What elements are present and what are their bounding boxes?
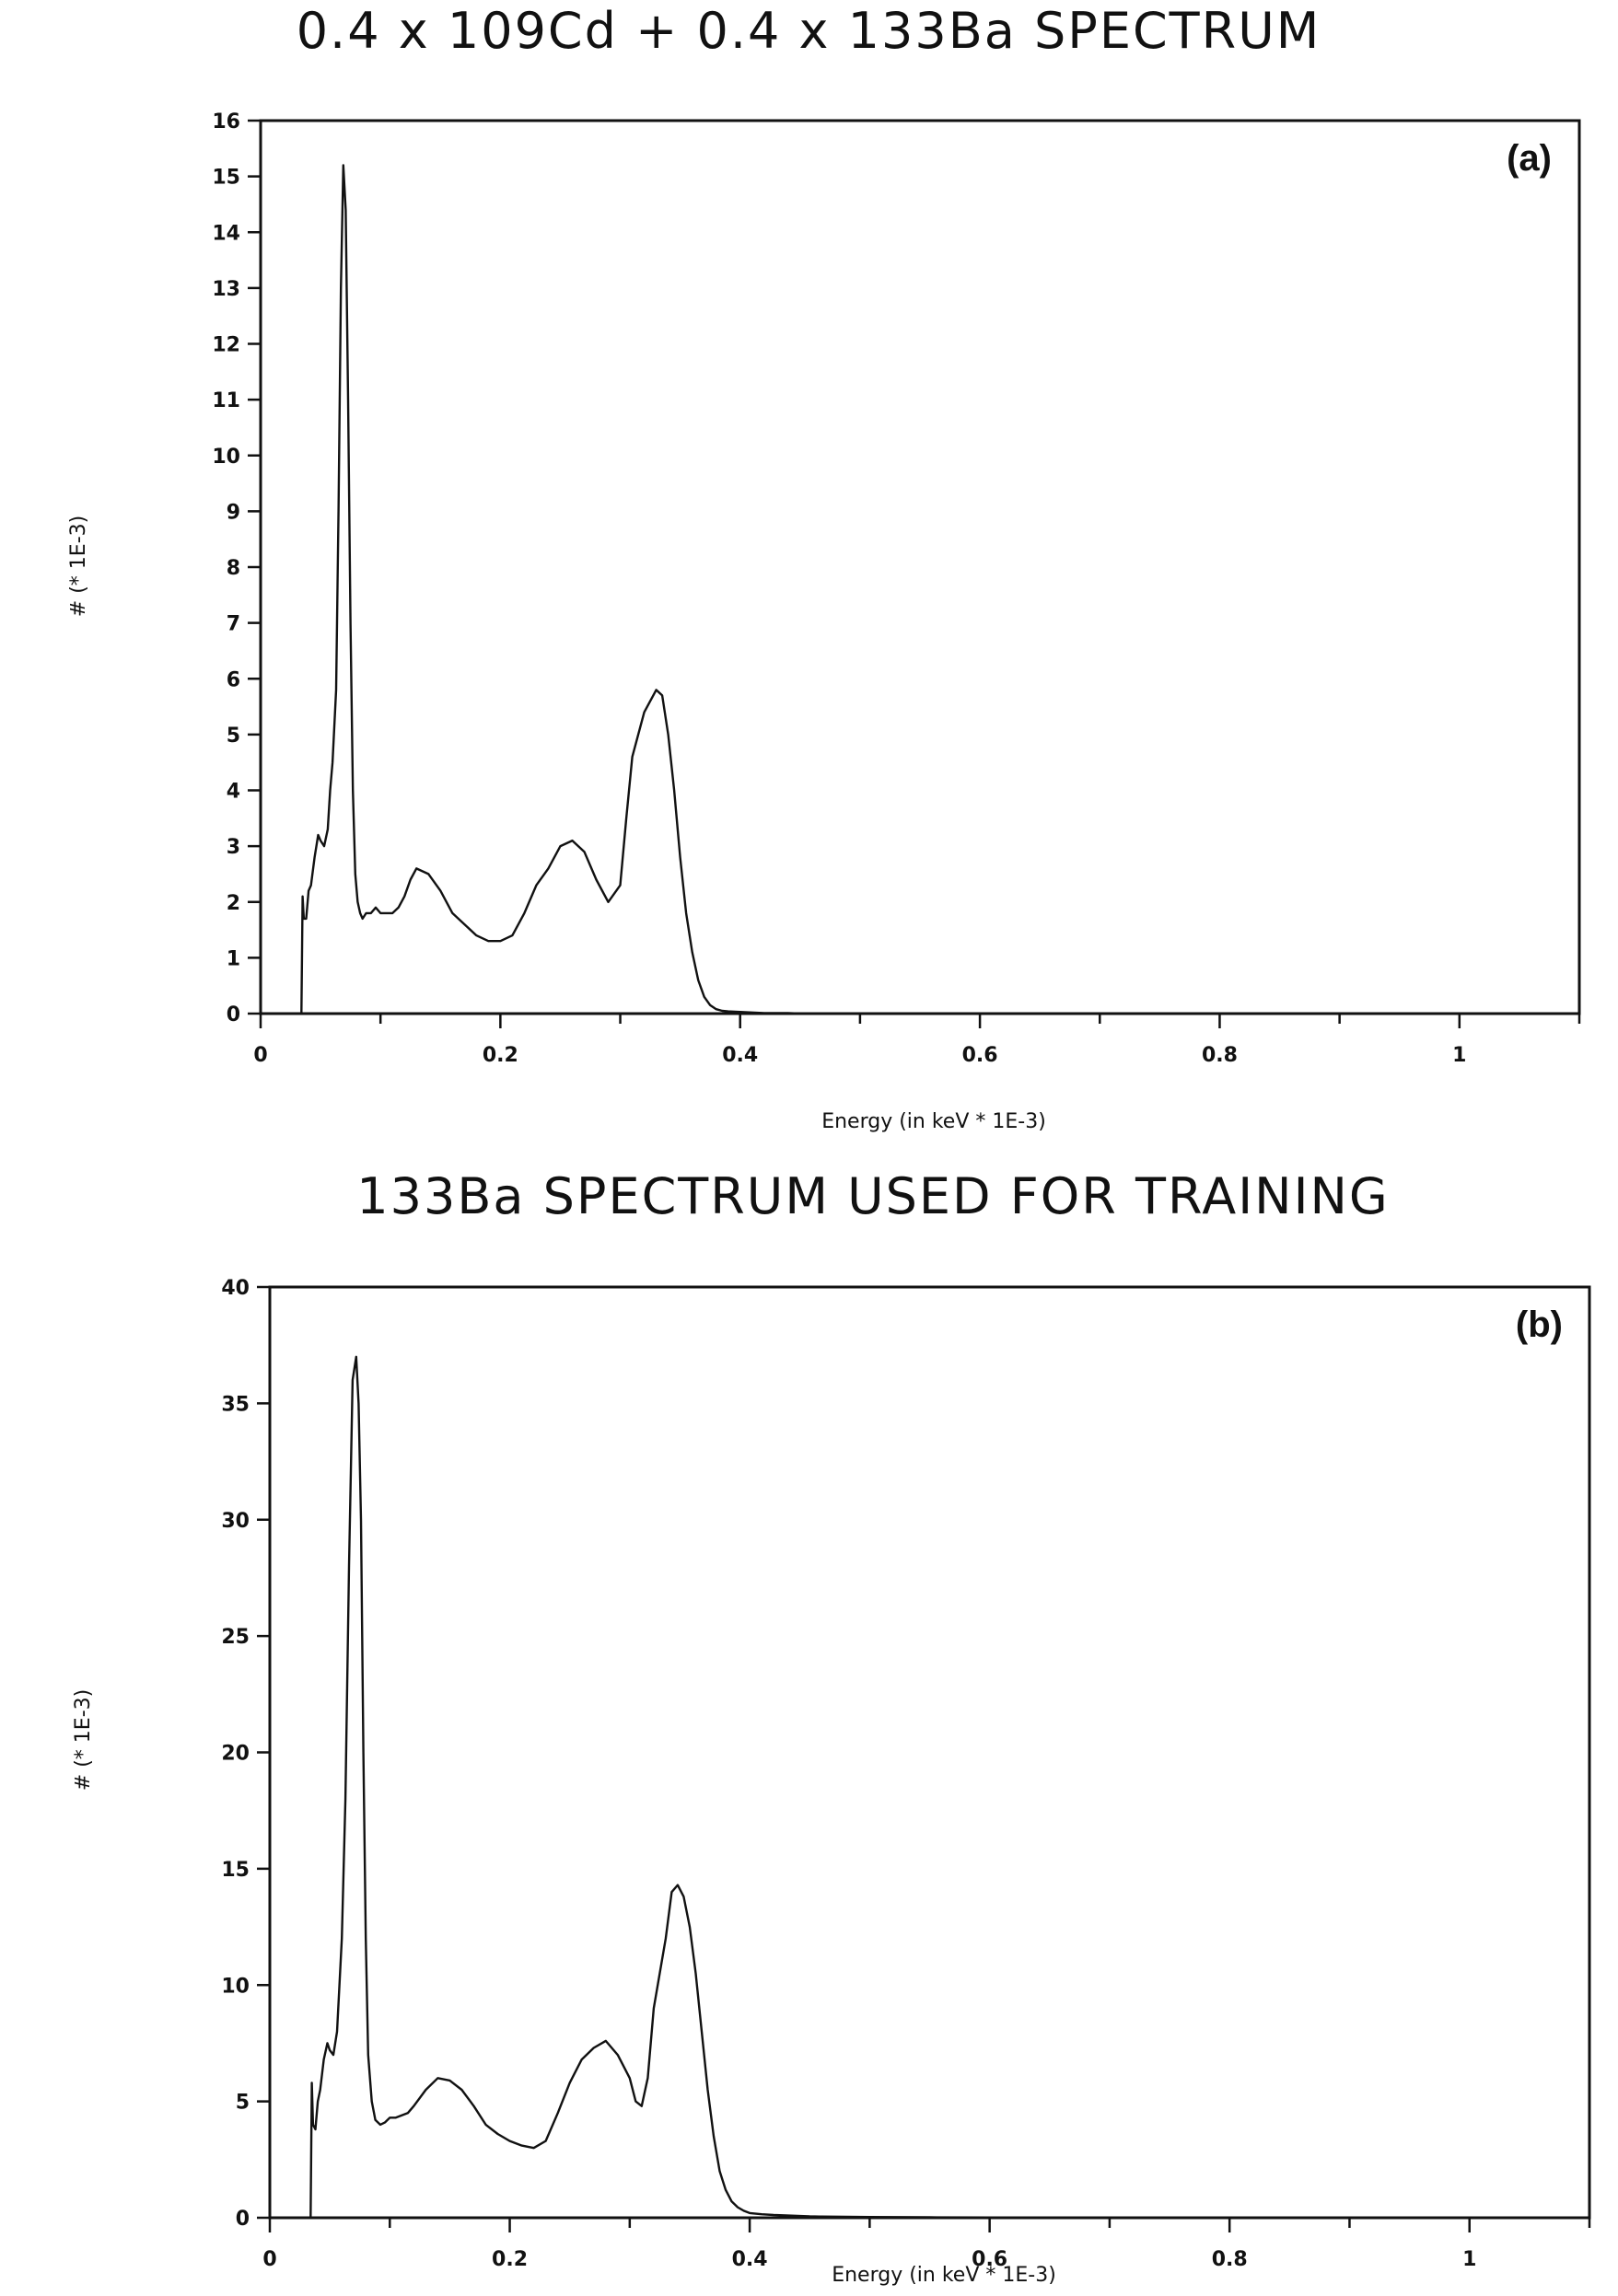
y-tick-label-a-1: 1 <box>227 947 240 970</box>
chart-title-b: 133Ba SPECTRUM USED FOR TRAINING <box>356 1167 1389 1225</box>
y-tick-label-b-4: 20 <box>221 1743 250 1766</box>
y-tick-label-b-6: 30 <box>221 1510 250 1533</box>
y-tick-label-a-16: 16 <box>212 110 240 133</box>
x-tick-label-b-0: 0 <box>262 2248 276 2271</box>
y-tick-label-b-7: 35 <box>221 1393 250 1416</box>
y-tick-label-a-14: 14 <box>212 222 240 245</box>
x-tick-label-b-5: 1 <box>1462 2248 1476 2271</box>
y-tick-label-a-7: 7 <box>227 613 240 636</box>
y-tick-label-a-3: 3 <box>227 836 240 859</box>
x-tick-label-a-5: 1 <box>1452 1044 1466 1067</box>
y-tick-label-a-2: 2 <box>227 892 240 915</box>
y-tick-label-b-5: 25 <box>221 1626 250 1649</box>
y-tick-label-b-1: 5 <box>236 2092 250 2115</box>
y-tick-label-a-9: 9 <box>227 501 240 524</box>
y-tick-label-a-8: 8 <box>227 557 240 580</box>
y-tick-label-a-15: 15 <box>212 167 240 190</box>
y-tick-label-a-6: 6 <box>227 668 240 691</box>
y-axis-label-a: # (* 1E-3) <box>67 516 90 617</box>
axes-b: 0 5 10 15 20 25 30 35 40 0 0.2 0.4 0.6 0.8 1 <box>221 1277 1591 2271</box>
panel-label-a: (a) <box>1507 138 1552 179</box>
plot-frame-b <box>268 1285 1591 2220</box>
y-tick-label-b-2: 10 <box>221 1975 250 1998</box>
x-tick-label-b-1: 0.2 <box>492 2248 528 2271</box>
y-tick-label-a-0: 0 <box>227 1003 240 1026</box>
y-axis-label-b: # (* 1E-3) <box>72 1689 95 1791</box>
y-tick-label-a-4: 4 <box>227 781 240 804</box>
x-tick-label-b-4: 0.8 <box>1212 2248 1248 2271</box>
y-tick-label-a-10: 10 <box>212 446 240 469</box>
y-tick-label-a-5: 5 <box>227 725 240 748</box>
x-tick-label-a-0: 0 <box>253 1044 267 1067</box>
x-tick-label-a-3: 0.6 <box>962 1044 998 1067</box>
x-tick-label-b-2: 0.4 <box>732 2248 768 2271</box>
panel-label-b: (b) <box>1516 1305 1563 1345</box>
y-tick-label-a-13: 13 <box>212 278 240 301</box>
chart-panel-b: 133Ba SPECTRUM USED FOR TRAINING (b) 0 5 1… <box>72 1167 1591 2287</box>
chart-title-a: 0.4 x 109Cd + 0.4 x 133Ba SPECTRUM <box>297 2 1321 60</box>
y-tick-label-a-12: 12 <box>212 334 240 357</box>
spectrum-line-b <box>270 1355 1589 2220</box>
x-tick-label-b-3: 0.6 <box>972 2248 1007 2271</box>
y-tick-label-a-11: 11 <box>212 389 240 412</box>
x-axis-label-b: Energy (in keV * 1E-3) <box>832 2264 1056 2287</box>
chart-panel-a: 0.4 x 109Cd + 0.4 x 133Ba SPECTRUM (a) 0… <box>67 2 1581 1133</box>
x-tick-label-a-4: 0.8 <box>1202 1044 1238 1067</box>
spectrum-line-a <box>261 164 1579 1015</box>
y-tick-label-b-8: 40 <box>221 1277 250 1300</box>
x-tick-label-a-2: 0.4 <box>722 1044 758 1067</box>
x-axis-label-a: Energy (in keV * 1E-3) <box>821 1110 1046 1133</box>
y-tick-label-b-0: 0 <box>236 2208 250 2231</box>
x-tick-label-a-1: 0.2 <box>483 1044 518 1067</box>
y-tick-label-b-3: 15 <box>221 1859 250 1882</box>
plot-frame-a <box>259 119 1581 1015</box>
